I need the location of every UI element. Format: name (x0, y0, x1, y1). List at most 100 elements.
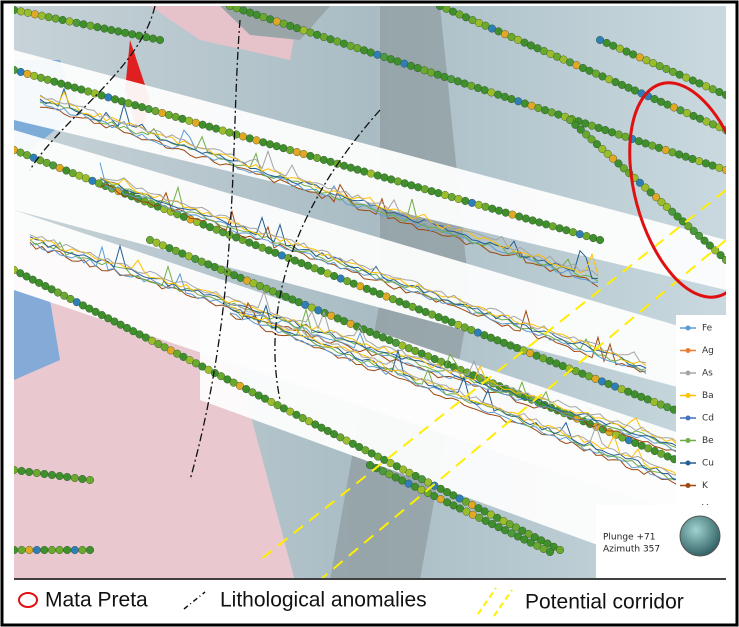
bead (299, 150, 308, 159)
bead (571, 120, 580, 129)
bead (28, 275, 37, 284)
bead (433, 70, 442, 79)
bead (78, 475, 87, 484)
bead (542, 220, 551, 229)
bead (500, 92, 509, 101)
bead (259, 138, 268, 147)
bead (635, 178, 644, 187)
bead (152, 238, 161, 247)
bead (124, 99, 133, 108)
plunge: Plunge +71 (603, 533, 655, 543)
bead (205, 122, 214, 131)
bead (520, 535, 529, 544)
bead (541, 106, 550, 115)
bead (25, 546, 34, 555)
bead (518, 526, 527, 535)
bead (499, 517, 508, 526)
legend-swatch (685, 370, 691, 376)
bead (662, 64, 671, 73)
key-symbol (18, 592, 38, 608)
bead (650, 447, 659, 456)
bead (292, 410, 301, 419)
bead (663, 452, 672, 461)
assay-trace (39, 94, 599, 277)
bead (117, 97, 126, 106)
bead (455, 494, 464, 503)
bead (596, 36, 605, 45)
bead (420, 185, 429, 194)
bead (179, 352, 188, 361)
bead (657, 198, 666, 207)
bead (72, 298, 81, 307)
bead (515, 212, 524, 221)
bead (128, 30, 137, 39)
bead (23, 69, 32, 78)
bead (655, 62, 664, 71)
bead (48, 546, 57, 555)
bead (392, 462, 401, 471)
bead (339, 39, 348, 48)
bead (37, 11, 46, 20)
compass-globe (679, 515, 721, 557)
bead (346, 163, 355, 172)
legend-swatch (685, 393, 691, 398)
bead (512, 523, 521, 532)
legend-swatch (685, 325, 691, 331)
bead (360, 46, 369, 55)
bead (148, 336, 157, 345)
bead (695, 231, 704, 240)
bead (50, 77, 59, 86)
bead (374, 452, 383, 461)
section-plane (200, 300, 680, 575)
bead (218, 126, 227, 135)
bead (301, 300, 310, 309)
bead (236, 273, 245, 282)
bead (293, 24, 302, 33)
bead (366, 461, 375, 470)
bead (85, 546, 94, 555)
bead (51, 14, 60, 23)
bead (85, 304, 94, 313)
bead (378, 467, 387, 476)
bead (711, 246, 720, 255)
bead (598, 144, 607, 153)
bead (501, 526, 510, 535)
bead (246, 8, 255, 17)
bead (25, 468, 34, 477)
bead (427, 187, 436, 196)
bead (589, 234, 598, 243)
bead (468, 510, 477, 519)
bead (178, 114, 187, 123)
bead (385, 336, 394, 345)
bead (279, 144, 288, 153)
bead (16, 269, 25, 278)
bead (340, 161, 349, 170)
bead (366, 169, 375, 178)
bead (292, 148, 301, 157)
bead (527, 101, 536, 110)
anomaly-line (274, 109, 381, 401)
bead (111, 95, 120, 104)
blue-volume (14, 290, 60, 380)
assay-trace (229, 304, 681, 476)
bead (97, 91, 106, 100)
bead (35, 278, 44, 287)
bead (400, 179, 409, 188)
legend-label: Ba (702, 391, 714, 401)
key-symbol (183, 591, 206, 610)
bead (327, 311, 336, 320)
bead (44, 13, 53, 22)
bead (70, 474, 79, 483)
anomaly-line (189, 19, 241, 481)
bead (91, 307, 100, 316)
bead (217, 265, 226, 274)
bead (243, 276, 252, 285)
bead (342, 436, 351, 445)
bead (596, 235, 605, 244)
bead (555, 224, 564, 233)
bead (614, 159, 623, 168)
bead (204, 365, 213, 374)
bead (661, 146, 670, 155)
bead (317, 423, 326, 432)
